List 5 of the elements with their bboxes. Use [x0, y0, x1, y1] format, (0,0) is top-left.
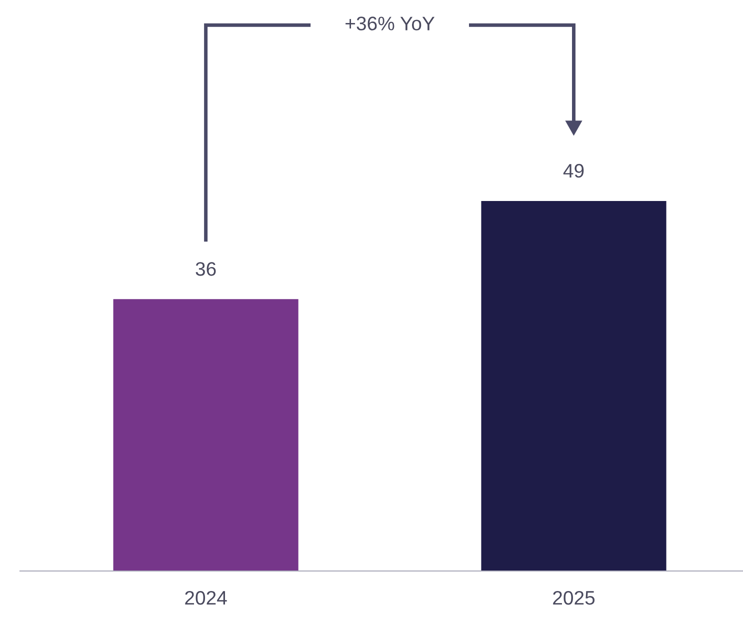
data-label: 49: [563, 164, 584, 178]
data-label: 36: [196, 262, 216, 276]
x-tick-label: 2024: [185, 590, 227, 605]
x-tick-label: 2025: [553, 590, 595, 605]
text: +36% YoY: [346, 16, 435, 30]
